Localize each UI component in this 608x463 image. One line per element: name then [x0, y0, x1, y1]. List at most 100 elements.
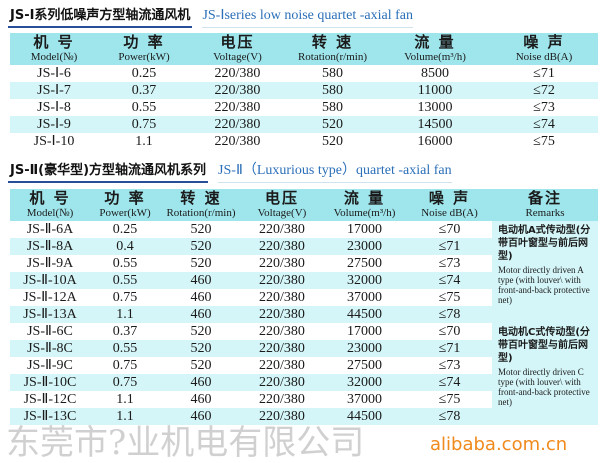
table-cell: JS-Ⅰ-10 [10, 133, 98, 150]
table-cell: JS-Ⅱ-8C [10, 340, 90, 357]
table-cell: 220/380 [242, 408, 322, 425]
table-cell: 460 [160, 306, 242, 323]
table-row: JS-Ⅱ-6A 0.25 520 220/380 17000 ≤70 电动机A式传动型(分带… [10, 221, 598, 323]
table-row: JS-Ⅱ-10C 0.75 460 220/380 32000 ≤74 [10, 374, 598, 391]
table-cell: ≤78 [407, 306, 492, 323]
table-cell: 23000 [322, 238, 407, 255]
table-cell: JS-Ⅱ-10A [10, 272, 90, 289]
table-cell: 13000 [380, 99, 490, 116]
table-cell: JS-Ⅱ-6C [10, 323, 90, 340]
table-cell: 0.25 [90, 221, 160, 238]
table-cell: 44500 [322, 306, 407, 323]
table-cell: JS-Ⅱ-6A [10, 221, 90, 238]
column-header: 电压 Voltage(V) [190, 33, 285, 65]
table-cell: 580 [285, 65, 380, 82]
table-cell: JS-Ⅰ-6 [10, 65, 98, 82]
column-header: 功 率 Power(kW) [90, 189, 160, 221]
table-cell: 27500 [322, 255, 407, 272]
table-cell: 220/380 [190, 133, 285, 150]
table-row: JS-Ⅰ-6 0.25 220/380 580 8500 ≤71 [10, 65, 598, 82]
table-cell: 0.75 [90, 357, 160, 374]
site-watermark: alibaba.com.cn [430, 434, 568, 455]
js2-spec-table: 机 号 Model(№) 功 率 Power(kW) 转 速 Rotation(r/min… [10, 189, 598, 425]
table-row: JS-Ⅱ-10A 0.55 460 220/380 32000 ≤74 [10, 272, 598, 289]
table-cell: 17000 [322, 323, 407, 340]
table-row: JS-Ⅱ-12C 1.1 460 220/380 37000 ≤75 [10, 391, 598, 408]
table-cell: 1.1 [98, 133, 190, 150]
table-cell: ≤71 [407, 340, 492, 357]
column-header: 噪 声 Noise dB(A) [407, 189, 492, 221]
table-row: JS-Ⅱ-8C 0.55 520 220/380 23000 ≤71 [10, 340, 598, 357]
table-cell: ≤71 [407, 238, 492, 255]
table-cell: 460 [160, 408, 242, 425]
table-cell: 220/380 [190, 65, 285, 82]
table-cell: 220/380 [242, 391, 322, 408]
table-row: JS-Ⅱ-9A 0.55 520 220/380 27500 ≤73 [10, 255, 598, 272]
table-cell: 0.55 [90, 272, 160, 289]
table-cell: 32000 [322, 374, 407, 391]
table-cell: 27500 [322, 357, 407, 374]
table-row: JS-Ⅱ-8A 0.4 520 220/380 23000 ≤71 [10, 238, 598, 255]
table-cell: ≤75 [407, 391, 492, 408]
table-cell: 520 [160, 357, 242, 374]
column-header: 转 速 Rotation(r/min) [160, 189, 242, 221]
table-cell: ≤75 [407, 289, 492, 306]
table-cell: JS-Ⅱ-13A [10, 306, 90, 323]
table-cell: 520 [160, 323, 242, 340]
table-cell: 520 [285, 116, 380, 133]
table-cell: JS-Ⅱ-10C [10, 374, 90, 391]
js1-spec-table: 机 号 Model(№) 功 率 Power(kW) 电压 Voltage(V) 转 速 Ro… [10, 33, 598, 150]
table-cell: 220/380 [242, 272, 322, 289]
table-cell: ≤70 [407, 221, 492, 238]
section1-title: JS-Ⅰ系列低噪声方型轴流通风机 JS-Ⅰseries low noise qu… [8, 6, 414, 28]
table-cell: ≤74 [407, 374, 492, 391]
table-cell: 220/380 [242, 323, 322, 340]
table-cell: JS-Ⅱ-13C [10, 408, 90, 425]
table-cell: 520 [160, 238, 242, 255]
column-header: 流 量 Volume(m³/h) [380, 33, 490, 65]
table-cell: 460 [160, 374, 242, 391]
table-cell: 0.75 [90, 289, 160, 306]
table-cell: 580 [285, 82, 380, 99]
table-cell: ≤73 [407, 357, 492, 374]
column-header: 机 号 Model(№) [10, 189, 90, 221]
table-cell: JS-Ⅱ-12C [10, 391, 90, 408]
table-cell: 0.4 [90, 238, 160, 255]
table-cell: ≤78 [407, 408, 492, 425]
table-cell: 520 [160, 221, 242, 238]
table-cell: 37000 [322, 289, 407, 306]
table-cell: ≤72 [490, 82, 598, 99]
table-cell: 580 [285, 99, 380, 116]
remarks-cell: 电动机C式传动型(分带百叶窗型与前后网型) Motor directly driv… [492, 323, 598, 425]
table-cell: JS-Ⅰ-7 [10, 82, 98, 99]
table-cell: 8500 [380, 65, 490, 82]
table-cell: ≤70 [407, 323, 492, 340]
column-header: 备注 Remarks [492, 189, 598, 221]
table-cell: 17000 [322, 221, 407, 238]
column-header: 噪 声 Noise dB(A) [490, 33, 598, 65]
table-cell: 0.55 [98, 99, 190, 116]
table-cell: 220/380 [190, 116, 285, 133]
table-cell: 220/380 [242, 289, 322, 306]
table-cell: 220/380 [242, 238, 322, 255]
table-cell: JS-Ⅰ-9 [10, 116, 98, 133]
table-row: JS-Ⅰ-10 1.1 220/380 520 16000 ≤75 [10, 133, 598, 150]
table-cell: 0.37 [90, 323, 160, 340]
table-row: JS-Ⅰ-9 0.75 220/380 520 14500 ≤74 [10, 116, 598, 133]
table-cell: 460 [160, 289, 242, 306]
table-row: JS-Ⅱ-9C 0.75 520 220/380 27500 ≤73 [10, 357, 598, 374]
table-cell: 11000 [380, 82, 490, 99]
remarks-cell: 电动机A式传动型(分带百叶窗型与前后网型) Motor directly driv… [492, 221, 598, 323]
table-cell: JS-Ⅱ-9A [10, 255, 90, 272]
table-cell: JS-Ⅱ-9C [10, 357, 90, 374]
table-cell: 23000 [322, 340, 407, 357]
table-cell: 0.55 [90, 255, 160, 272]
table-cell: ≤75 [490, 133, 598, 150]
table-cell: 220/380 [242, 357, 322, 374]
table-cell: ≤74 [490, 116, 598, 133]
table-cell: 1.1 [90, 306, 160, 323]
table-cell: 220/380 [242, 306, 322, 323]
table-cell: 220/380 [242, 374, 322, 391]
column-header: 电压 Voltage(V) [242, 189, 322, 221]
table-row: JS-Ⅱ-6C 0.37 520 220/380 17000 ≤70 电动机C式传动型(分带… [10, 323, 598, 425]
